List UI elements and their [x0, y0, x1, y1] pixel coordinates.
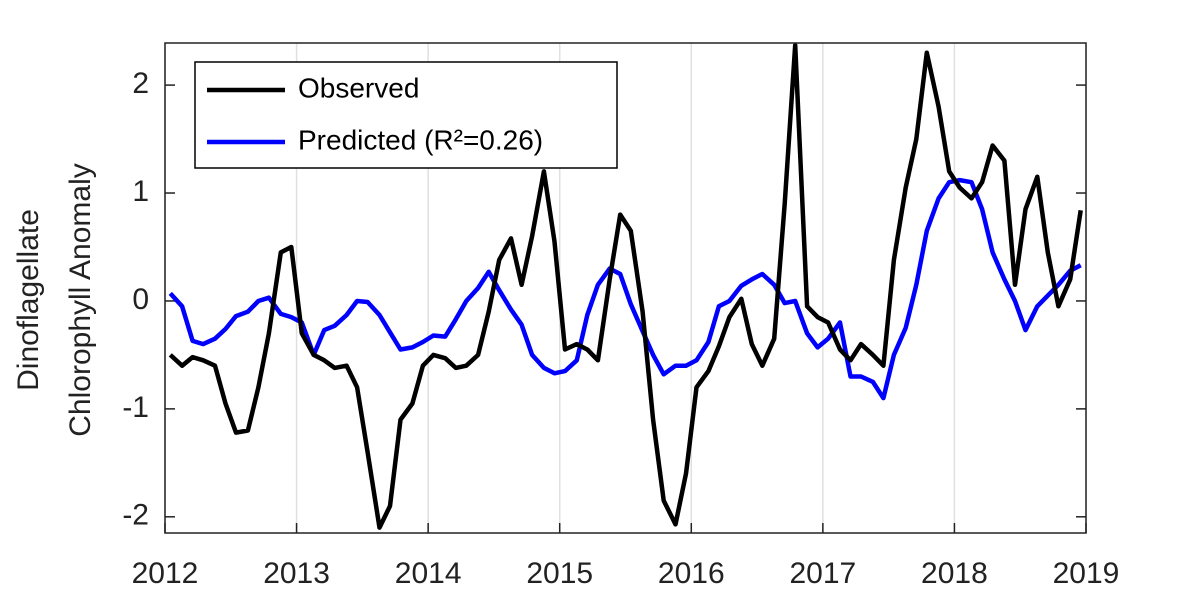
plot-border	[164, 42, 1087, 534]
x-tick-label: 2019	[1053, 557, 1120, 590]
x-tick-label: 2014	[395, 557, 462, 590]
y-axis-label: Dinoflagellate	[12, 209, 45, 391]
legend: Observed Predicted (R²=0.26)	[194, 61, 618, 169]
y-axis-label: Chlorophyll Anomaly	[64, 163, 97, 436]
y-tick-label: -1	[122, 391, 149, 424]
x-tick-label: 2018	[921, 557, 988, 590]
data-line	[168, 177, 1082, 401]
x-tick-label: 2013	[263, 557, 330, 590]
legend-box	[194, 61, 618, 169]
data-line	[168, 42, 1083, 530]
legend-label: Predicted (R²=0.26)	[298, 124, 543, 155]
legend-label: Observed	[298, 72, 419, 103]
y-tick-label: 1	[132, 175, 149, 208]
x-tick-label: 2017	[789, 557, 856, 590]
y-tick-label: 0	[132, 283, 149, 316]
y-tick-label: 2	[132, 67, 149, 100]
y-tick-label: -2	[122, 499, 149, 532]
x-tick-label: 2015	[526, 557, 593, 590]
x-tick-label: 2012	[132, 557, 199, 590]
x-tick-label: 2016	[658, 557, 725, 590]
